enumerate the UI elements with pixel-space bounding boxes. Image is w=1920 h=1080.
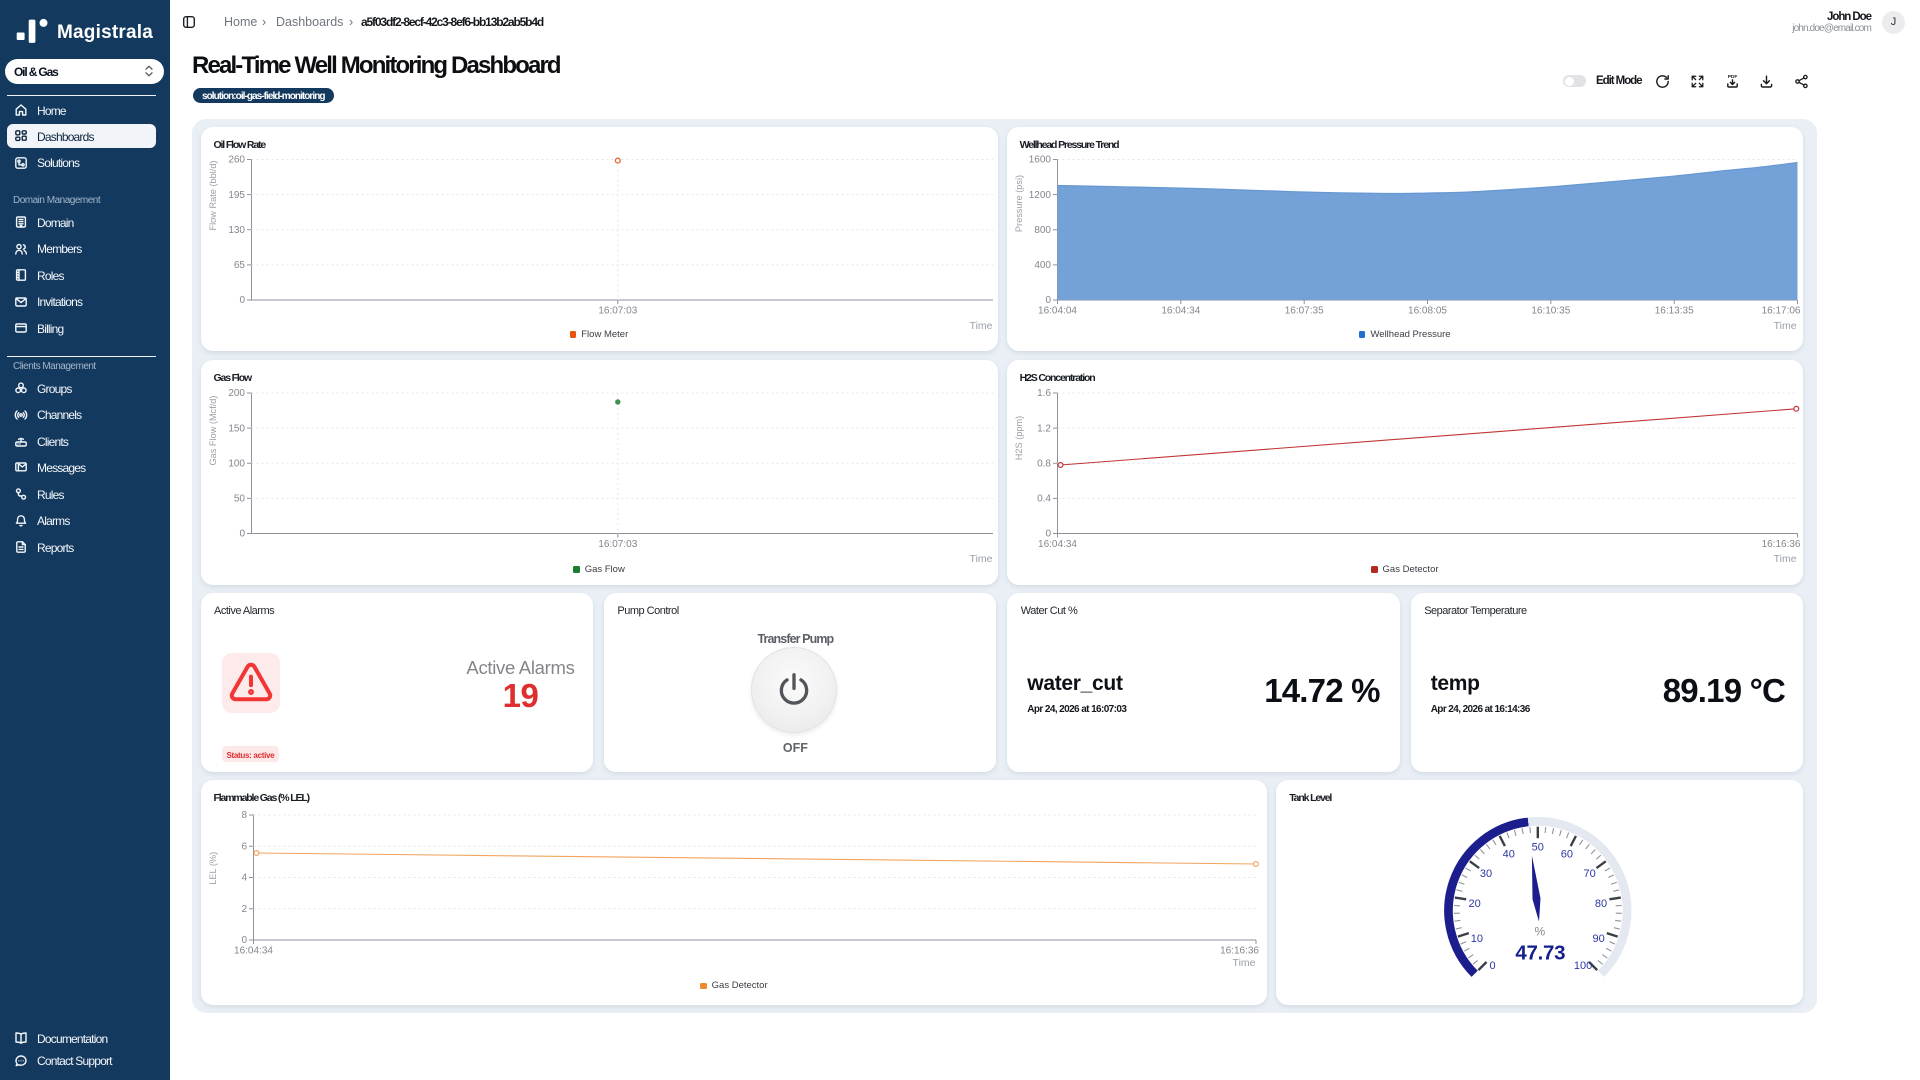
svg-text:90: 90 — [1593, 933, 1605, 945]
svg-text:0: 0 — [239, 295, 245, 306]
svg-text:%: % — [1535, 925, 1546, 939]
svg-text:20: 20 — [1469, 898, 1481, 910]
svg-text:50: 50 — [1532, 842, 1544, 854]
svg-text:Flow Rate (bbl/d): Flow Rate (bbl/d) — [208, 160, 218, 230]
svg-text:60: 60 — [1561, 849, 1573, 861]
svg-text:16:16:36: 16:16:36 — [1761, 539, 1800, 550]
svg-text:65: 65 — [233, 260, 245, 271]
svg-text:1200: 1200 — [1028, 189, 1051, 200]
svg-text:PDF: PDF — [1727, 74, 1737, 80]
svg-text:80: 80 — [1595, 898, 1607, 910]
svg-text:0: 0 — [1490, 960, 1496, 972]
svg-text:16:04:04: 16:04:04 — [1038, 305, 1077, 316]
svg-text:Gas Flow (Mcf/d): Gas Flow (Mcf/d) — [208, 396, 218, 466]
svg-text:100: 100 — [228, 458, 245, 469]
svg-text:100: 100 — [1574, 960, 1592, 972]
svg-text:800: 800 — [1034, 224, 1051, 235]
svg-text:1.6: 1.6 — [1037, 388, 1051, 399]
svg-text:195: 195 — [228, 189, 245, 200]
svg-text:400: 400 — [1034, 260, 1051, 271]
svg-text:16:07:35: 16:07:35 — [1284, 305, 1323, 316]
svg-text:0: 0 — [239, 529, 245, 540]
svg-text:16:04:34: 16:04:34 — [1161, 305, 1200, 316]
svg-text:150: 150 — [228, 423, 245, 434]
svg-text:16:10:35: 16:10:35 — [1531, 305, 1570, 316]
svg-text:260: 260 — [228, 154, 245, 165]
svg-text:2: 2 — [241, 904, 247, 915]
svg-text:0: 0 — [1045, 529, 1051, 540]
svg-text:16:08:05: 16:08:05 — [1408, 305, 1447, 316]
svg-text:6: 6 — [241, 841, 247, 852]
svg-text:70: 70 — [1584, 868, 1596, 880]
svg-text:0: 0 — [1045, 295, 1051, 306]
svg-text:1.2: 1.2 — [1037, 423, 1051, 434]
svg-text:200: 200 — [228, 388, 245, 399]
svg-text:10: 10 — [1471, 933, 1483, 945]
svg-text:47.73: 47.73 — [1516, 942, 1566, 965]
svg-text:16:13:35: 16:13:35 — [1654, 305, 1693, 316]
svg-text:16:16:36: 16:16:36 — [1220, 946, 1259, 957]
svg-text:4: 4 — [241, 873, 247, 884]
svg-text:0.4: 0.4 — [1037, 494, 1051, 505]
svg-text:130: 130 — [228, 224, 245, 235]
svg-text:Pressure (psi): Pressure (psi) — [1014, 174, 1024, 231]
svg-text:0: 0 — [241, 935, 247, 946]
svg-text:40: 40 — [1503, 849, 1515, 861]
svg-text:30: 30 — [1480, 868, 1492, 880]
svg-text:16:07:03: 16:07:03 — [598, 305, 637, 316]
svg-text:LEL (%): LEL (%) — [208, 852, 218, 885]
svg-text:16:04:34: 16:04:34 — [234, 946, 273, 957]
svg-text:16:04:34: 16:04:34 — [1038, 539, 1077, 550]
svg-text:H2S (ppm): H2S (ppm) — [1014, 416, 1024, 460]
svg-text:8: 8 — [241, 810, 247, 821]
svg-text:0.8: 0.8 — [1037, 458, 1051, 469]
svg-text:16:07:03: 16:07:03 — [598, 539, 637, 550]
svg-text:50: 50 — [233, 494, 245, 505]
svg-text:1600: 1600 — [1028, 154, 1051, 165]
svg-text:16:17:06: 16:17:06 — [1761, 305, 1800, 316]
